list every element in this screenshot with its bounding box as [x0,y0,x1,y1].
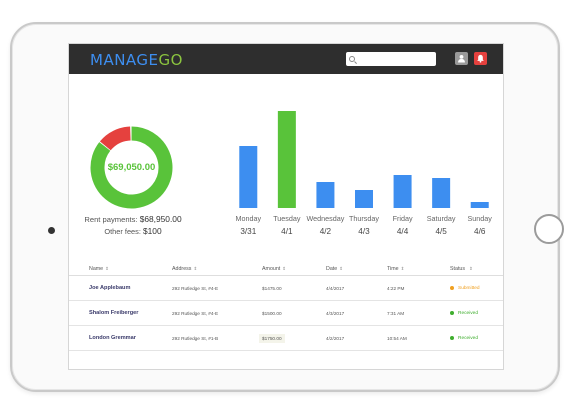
sort-icon: ⇕ [400,265,405,271]
table-row[interactable]: Shalom Freiberger 292 Rutledge St, #4-E … [69,301,503,326]
cell-status: Submitted [450,285,503,291]
cell-name: Joe Applebaum [89,285,131,291]
bar-date-label: 4/6 [474,227,486,236]
bar-sunday [470,202,489,208]
search-input[interactable] [358,56,432,62]
total-amount: $69,050.00 [107,162,156,173]
bar-thursday [355,190,373,208]
cell-amount: $1475.00 [262,285,282,291]
cell-amount: $1500.00 [262,310,282,316]
status-badge: Submitted [458,285,480,291]
header-amount[interactable]: Amount ⇕ [262,266,326,272]
bar-wednesday [316,182,335,208]
bar-day-label: Thursday [349,214,379,223]
header-date[interactable]: Date ⇕ [326,266,387,272]
cell-status: Received [450,310,503,316]
user-button[interactable] [455,52,468,65]
user-icon [458,54,465,63]
bar-date-label: 4/1 [281,227,293,236]
table-header: Name ⇕ Address ⇕ Amount ⇕ Date ⇕ Time ⇕ Statu… [69,262,503,276]
bar-date-label: 4/5 [435,227,447,236]
header-status[interactable]: Status ⇕ [450,265,503,272]
bar-saturday [432,178,451,208]
bar-day-label: Tuesday [273,214,301,223]
cell-time: 7:31 AM [387,310,405,316]
sort-icon: ⇕ [282,265,287,271]
notifications-button[interactable] [474,52,487,65]
bar-date-label: 3/31 [240,227,256,236]
logo-go: GO [158,51,183,69]
bar-friday [393,175,412,208]
header-time[interactable]: Time ⇕ [387,266,450,272]
donut-chart [90,126,173,209]
camera [48,227,55,234]
bar-day-label: Sunday [468,214,493,223]
rent-value: $68,950.00 [139,214,182,224]
app-header: MANAGEGO [69,44,503,74]
cell-status: Received [450,335,503,341]
search-icon [349,56,355,62]
bar-day-label: Wednesday [307,214,345,223]
header-label: Address [172,265,192,272]
cell-amount-cell: $1750.00 [259,333,326,343]
other-fees-line: Other fees: $100 [77,226,189,236]
bar-tuesday [277,111,296,208]
payments-donut: $69,050.00 [89,125,174,210]
bar-date-label: 4/4 [397,227,409,236]
header-name[interactable]: Name ⇕ [69,266,172,272]
app-screen: MANAGEGO $69,050.00 Rent payments: $68,9… [68,43,504,370]
header-label: Amount [262,265,281,272]
cell-address: 292 Rutledge St, #4-E [172,285,219,291]
cell-date: 4/3/2017 [326,310,345,316]
cell-date: 4/2/2017 [326,335,345,341]
cell-address: 292 Rutledge St, #1-B [172,335,219,341]
logo-manage: MANAGE [90,51,159,69]
bar-monday [239,146,258,208]
bell-icon [477,54,484,63]
fees-label: Other fees: [104,227,141,236]
header-label: Date [326,265,338,272]
daily-bar-chart: Monday 3/31 Tuesday 4/1 Wednesday 4/2 Thursday… [235,111,493,236]
rent-payments-line: Rent payments: $68,950.00 [77,214,189,224]
bar-date-label: 4/3 [358,227,370,236]
fees-value: $100 [142,226,162,236]
header-label: Status [450,265,466,272]
status-dot [450,311,454,315]
status-dot [450,336,454,340]
header-label: Time [387,265,399,272]
header-address[interactable]: Address ⇕ [172,266,262,272]
cell-name: London Gremmar [89,335,136,341]
status-badge: Received [458,310,478,316]
cell-time: 10:54 AM [387,335,407,341]
cell-amount: $1750.00 [259,333,285,343]
search-box[interactable] [346,52,436,66]
bar-day-label: Friday [393,214,413,223]
rent-label: Rent payments: [84,215,138,224]
cell-time: 4:22 PM [387,285,405,291]
table-row[interactable]: Joe Applebaum 292 Rutledge St, #4-E $147… [69,276,503,301]
sort-icon: ⇕ [339,265,344,271]
logo[interactable]: MANAGEGO [90,51,183,69]
cell-date: 4/4/2017 [326,285,345,291]
sort-icon: ⇕ [105,265,109,271]
home-button[interactable] [534,214,564,244]
bar-day-label: Saturday [427,214,456,223]
status-badge: Received [458,335,478,341]
cell-name: Shalom Freiberger [89,310,139,316]
donut-slice-rent [90,126,173,209]
table-row[interactable]: London Gremmar 292 Rutledge St, #1-B $17… [69,326,503,351]
donut-slice-fees [90,126,173,209]
bar-date-label: 4/2 [320,227,332,236]
bar-day-label: Monday [235,214,261,223]
header-label: Name [89,265,104,272]
sort-icon: ⇕ [193,265,198,271]
cell-address: 292 Rutledge St, #4-E [172,310,219,316]
status-dot [450,286,454,290]
sort-icon: ⇕ [469,265,473,271]
payments-table: Name ⇕ Address ⇕ Amount ⇕ Date ⇕ Time ⇕ Statu… [69,262,503,351]
